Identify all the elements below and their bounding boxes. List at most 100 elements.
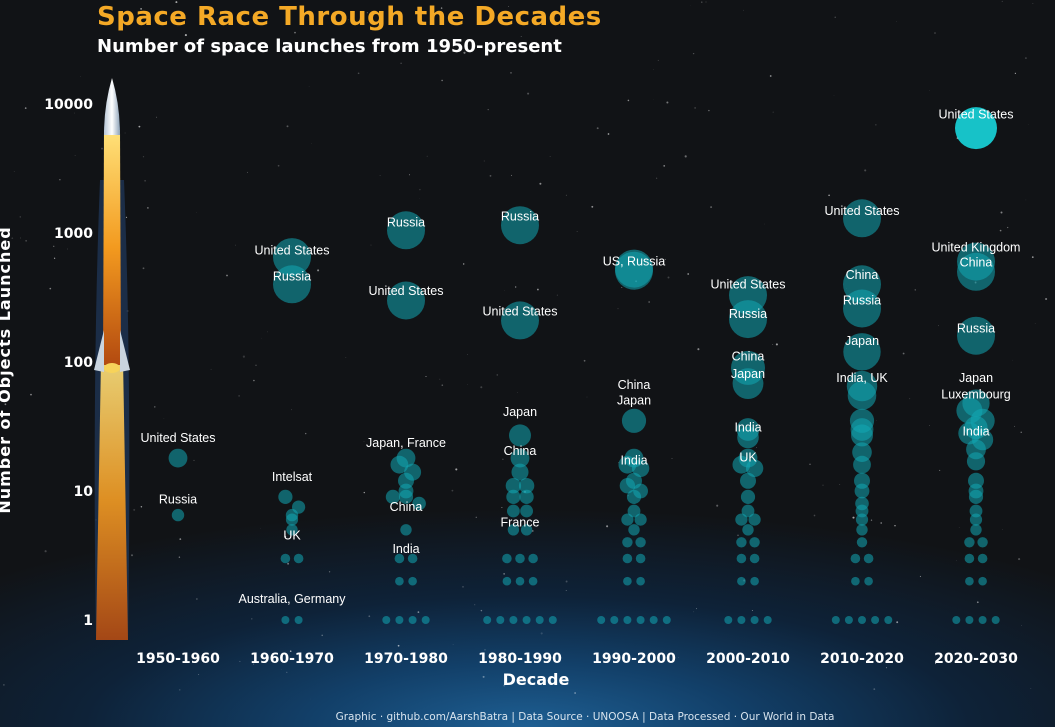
- x-tick-label: 2010-2020: [820, 651, 904, 667]
- star: [238, 395, 240, 397]
- star: [452, 644, 454, 645]
- annotation-label: India: [962, 424, 989, 438]
- star: [85, 100, 87, 102]
- star: [527, 92, 530, 95]
- x-tick-label: 1970-1980: [364, 651, 448, 667]
- star: [305, 432, 307, 435]
- star: [286, 125, 289, 128]
- data-point: [969, 504, 983, 518]
- data-point: [483, 616, 492, 624]
- data-point: [854, 483, 870, 499]
- star: [955, 560, 957, 561]
- data-point: [509, 424, 531, 447]
- starfield: [0, 0, 1048, 700]
- data-point: [395, 616, 404, 624]
- annotation-label: Russia: [501, 210, 539, 224]
- star: [502, 458, 504, 460]
- data-point: [957, 252, 995, 291]
- data-point: [520, 504, 533, 518]
- data-point: [548, 616, 557, 624]
- annotation-label: China: [504, 444, 537, 458]
- data-point: [280, 553, 291, 564]
- y-axis-ticks: 1 10 100 1000 10000: [44, 97, 93, 629]
- star: [463, 263, 465, 265]
- x-tick-label: 2020-2030: [934, 651, 1018, 667]
- star: [565, 580, 568, 583]
- annotation-label: China: [846, 268, 879, 282]
- star: [175, 1, 178, 4]
- star: [919, 575, 921, 577]
- data-points: [168, 107, 1000, 624]
- data-point: [285, 513, 299, 526]
- star: [253, 663, 255, 665]
- data-point: [394, 553, 405, 564]
- star: [53, 245, 55, 247]
- star: [74, 112, 75, 114]
- star: [261, 337, 262, 339]
- annotation-label: China: [618, 378, 651, 392]
- star: [1020, 624, 1022, 626]
- data-point: [952, 616, 961, 624]
- star: [453, 46, 454, 48]
- star: [80, 76, 81, 78]
- data-point: [970, 524, 982, 536]
- annotation-label: United States: [710, 278, 785, 292]
- annotation-label: Japan: [959, 371, 993, 385]
- star: [147, 207, 149, 209]
- data-point: [955, 107, 997, 150]
- star: [163, 418, 165, 420]
- data-point: [502, 553, 512, 564]
- data-point: [273, 238, 311, 277]
- star: [480, 609, 483, 612]
- data-point: [385, 489, 400, 504]
- data-point: [634, 513, 647, 526]
- star: [583, 359, 586, 362]
- star: [648, 301, 650, 303]
- data-point: [597, 616, 606, 624]
- star: [565, 194, 567, 196]
- star: [751, 609, 753, 612]
- star: [591, 205, 594, 208]
- data-point: [853, 455, 871, 474]
- star: [44, 550, 47, 553]
- annotation-label: Japan: [617, 393, 651, 407]
- data-point: [511, 463, 529, 481]
- star: [441, 79, 443, 82]
- star: [400, 62, 402, 64]
- star: [287, 562, 290, 565]
- star: [833, 95, 835, 97]
- star: [701, 1, 703, 3]
- star: [140, 506, 143, 508]
- annotation-label: United Kingdom: [932, 240, 1021, 254]
- star: [53, 257, 56, 259]
- star: [596, 127, 599, 130]
- star: [1027, 124, 1029, 125]
- data-point: [628, 524, 640, 536]
- star: [755, 446, 757, 448]
- annotation-label: India, UK: [836, 371, 888, 385]
- data-point: [858, 616, 866, 624]
- star: [663, 165, 666, 167]
- star: [775, 343, 778, 346]
- annotation-label: United States: [824, 204, 899, 218]
- star: [24, 107, 27, 109]
- data-point: [387, 211, 425, 250]
- data-point: [398, 489, 414, 504]
- star: [455, 468, 458, 471]
- star: [1020, 431, 1022, 433]
- annotation-label: Russia: [957, 321, 995, 335]
- star: [515, 286, 517, 288]
- star: [366, 12, 368, 14]
- annotation-label: United States: [938, 108, 1013, 122]
- star: [284, 535, 287, 538]
- star: [1032, 3, 1034, 4]
- data-point: [626, 489, 642, 504]
- data-point: [856, 524, 868, 536]
- annotation-label: China: [960, 256, 993, 270]
- star: [710, 206, 713, 209]
- star: [419, 188, 421, 191]
- star: [178, 556, 181, 558]
- star: [253, 379, 255, 382]
- rocket-illustration: [94, 78, 130, 640]
- star: [193, 459, 195, 461]
